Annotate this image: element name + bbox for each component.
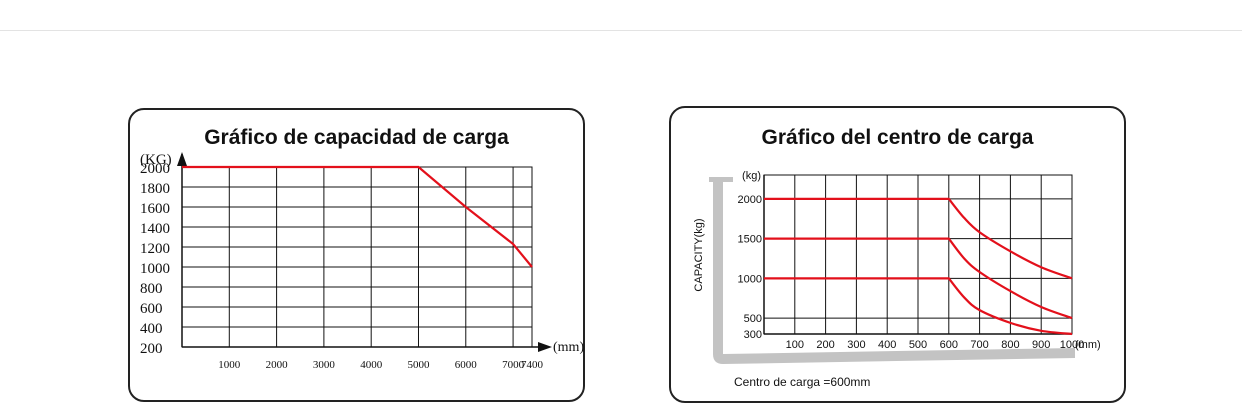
x-tick-label: 700 bbox=[970, 339, 988, 351]
y-tick-label: 2000 bbox=[738, 194, 762, 206]
y-axis-arrow bbox=[177, 152, 187, 166]
top-divider bbox=[0, 30, 1242, 31]
x-tick-label: 400 bbox=[878, 339, 896, 351]
x-tick-label: 500 bbox=[909, 339, 927, 351]
y-tick-label: 200 bbox=[140, 341, 163, 357]
y-tick-label: 1000 bbox=[738, 273, 762, 285]
y-tick-label: 1800 bbox=[140, 181, 170, 197]
x-tick-label: 100 bbox=[786, 339, 804, 351]
chart-title: Gráfico de capacidad de carga bbox=[204, 126, 509, 149]
x-tick-label: 800 bbox=[1001, 339, 1019, 351]
series-line bbox=[764, 237, 1073, 320]
y-axis-label: CAPACITY(kg) bbox=[693, 218, 705, 291]
x-axis-label: (mm) bbox=[1075, 339, 1101, 351]
x-tick-label: 7000 bbox=[502, 359, 524, 371]
y-tick-label: 500 bbox=[744, 313, 762, 325]
x-tick-label: 4000 bbox=[360, 359, 383, 371]
y-unit-label: (kg) bbox=[742, 170, 761, 182]
chart-title: Gráfico del centro de carga bbox=[761, 126, 1034, 149]
y-tick-label: 600 bbox=[140, 301, 163, 317]
series-line bbox=[182, 165, 533, 268]
series-line bbox=[764, 277, 1073, 336]
x-tick-label: 200 bbox=[816, 339, 834, 351]
y-tick-label: 800 bbox=[140, 281, 163, 297]
x-tick-label: 600 bbox=[940, 339, 958, 351]
y-tick-label: 1600 bbox=[140, 201, 170, 217]
y-axis-label: (KG) bbox=[140, 152, 172, 168]
x-axis-label: (mm) bbox=[553, 340, 584, 355]
load-capacity-chart-panel: Gráfico de capacidad de carga 1000 2000 30… bbox=[128, 108, 585, 402]
y-tick-label: 2000 bbox=[140, 161, 170, 177]
x-tick-label: 2000 bbox=[266, 359, 289, 371]
y-tick-label: 1000 bbox=[140, 261, 170, 277]
x-tick-label: 3000 bbox=[313, 359, 336, 371]
plot-frame bbox=[181, 166, 533, 348]
x-axis-arrow bbox=[538, 342, 552, 352]
series-line bbox=[764, 197, 1073, 280]
y-tick-label: 1200 bbox=[140, 241, 170, 257]
x-tick-label: 7400 bbox=[521, 359, 544, 371]
load-center-chart: 100 200 300 400 500 600 700 800 900 1000 300 500 100… bbox=[693, 170, 1101, 389]
load-center-chart-panel: Gráfico del centro de carga 100 200 300 400… bbox=[669, 106, 1126, 403]
y-tick-label: 400 bbox=[140, 321, 163, 337]
y-tick-label: 1500 bbox=[738, 234, 762, 246]
x-tick-label: 300 bbox=[847, 339, 865, 351]
x-tick-label: 1000 bbox=[1060, 339, 1084, 351]
x-tick-label: 900 bbox=[1032, 339, 1050, 351]
footnote: Centro de carga =600mm bbox=[734, 375, 870, 389]
y-tick-label: 300 bbox=[744, 329, 762, 341]
x-tick-label: 6000 bbox=[455, 359, 478, 371]
y-tick-label: 1400 bbox=[140, 221, 170, 237]
x-tick-label: 1000 bbox=[218, 359, 241, 371]
x-tick-label: 5000 bbox=[407, 359, 430, 371]
